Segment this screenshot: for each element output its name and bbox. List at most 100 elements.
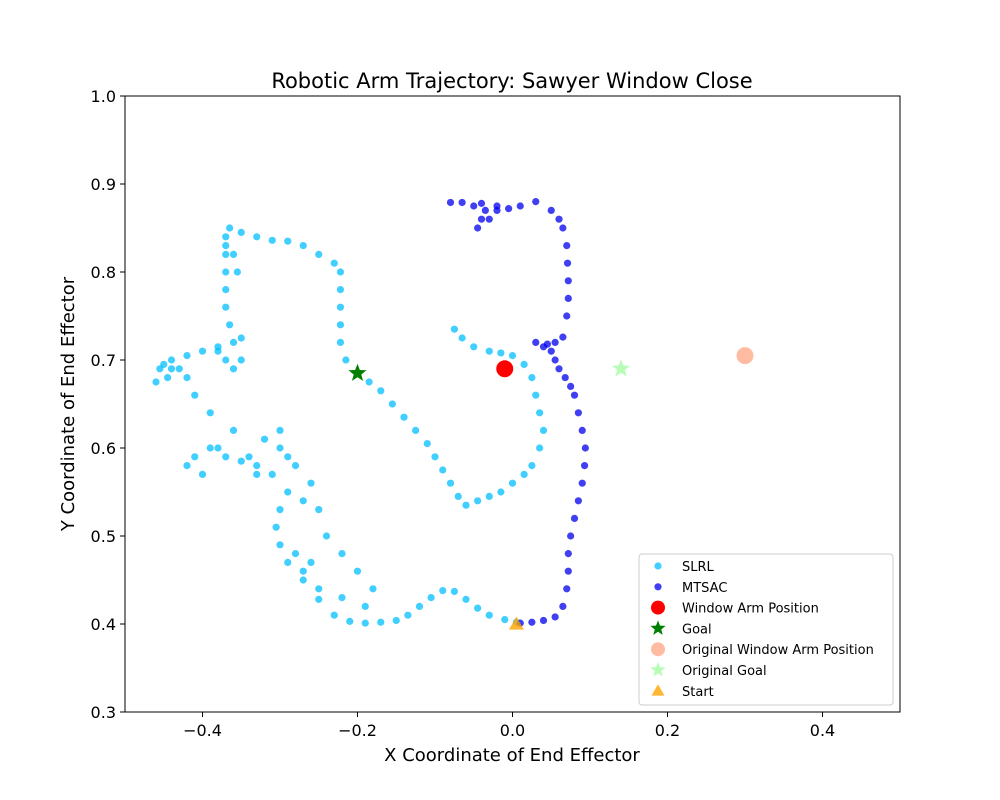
legend-goal-label: Goal	[682, 622, 712, 637]
y-tick-label: 0.7	[91, 351, 116, 370]
slrl-point	[222, 286, 230, 294]
mtsac-point	[551, 613, 559, 621]
slrl-point	[284, 237, 292, 245]
slrl-point	[458, 334, 466, 342]
slrl-point	[229, 426, 238, 434]
mtsac-point	[580, 462, 589, 470]
mtsac-point	[516, 202, 524, 210]
slrl-point	[439, 466, 447, 474]
slrl-point	[272, 523, 280, 531]
start-marker	[508, 616, 524, 630]
slrl-point	[528, 462, 536, 470]
slrl-point	[191, 453, 199, 461]
slrl-point	[191, 391, 199, 399]
slrl-point	[253, 470, 261, 478]
slrl-point	[315, 585, 323, 593]
slrl-point	[338, 550, 346, 558]
y-tick-label: 0.4	[91, 615, 116, 634]
slrl-point	[485, 347, 493, 355]
y-tick-label: 0.9	[91, 175, 116, 194]
legend-slrl-label: SLRL	[682, 560, 715, 575]
slrl-point	[175, 365, 183, 373]
slrl-point	[299, 242, 307, 250]
slrl-point	[336, 321, 345, 329]
slrl-point	[222, 242, 230, 250]
slrl-point	[167, 356, 176, 364]
slrl-point	[233, 268, 241, 276]
slrl-point	[462, 595, 470, 603]
slrl-point	[412, 426, 420, 434]
slrl-point	[485, 611, 493, 619]
mtsac-point	[578, 479, 586, 487]
slrl-point	[404, 611, 412, 619]
slrl-point	[388, 400, 396, 408]
y-tick-label: 0.3	[91, 703, 116, 722]
legend-start-label: Start	[682, 685, 714, 700]
mtsac-point	[551, 356, 559, 364]
slrl-point	[229, 250, 238, 258]
mtsac-point	[532, 338, 540, 346]
slrl-point	[315, 250, 323, 258]
slrl-point	[361, 619, 369, 627]
mtsac-point	[477, 199, 486, 207]
legend-slrl-swatch	[654, 562, 662, 570]
mtsac-point	[547, 347, 555, 355]
mtsac-point	[564, 277, 572, 285]
x-tick-label: −0.2	[338, 721, 377, 740]
slrl-point	[392, 616, 400, 625]
slrl-point	[156, 365, 164, 373]
slrl-point	[299, 497, 307, 505]
mtsac-point	[570, 514, 579, 523]
slrl-point	[338, 594, 346, 602]
y-tick-label: 0.5	[91, 527, 116, 546]
mtsac-point	[564, 294, 572, 302]
slrl-point	[183, 462, 191, 470]
legend-window-arm-position-swatch	[651, 600, 665, 615]
slrl-point	[226, 321, 234, 329]
slrl-point	[167, 365, 176, 373]
mtsac-point	[563, 259, 572, 267]
x-axis-label: X Coordinate of End Effector	[384, 745, 640, 766]
mtsac-point	[578, 426, 586, 434]
slrl-point	[315, 506, 323, 514]
mtsac-point	[532, 198, 540, 206]
mtsac-point	[505, 205, 513, 213]
mtsac-point	[493, 202, 501, 210]
slrl-point	[299, 567, 307, 575]
slrl-point	[226, 224, 234, 232]
slrl-point	[528, 374, 536, 382]
slrl-point	[276, 426, 284, 434]
slrl-point	[198, 347, 207, 355]
mtsac-point	[543, 340, 551, 348]
slrl-point	[245, 453, 253, 461]
slrl-point	[330, 259, 338, 267]
slrl-point	[222, 268, 230, 276]
slrl-point	[183, 352, 191, 360]
x-tick-label: 0.2	[655, 721, 680, 740]
goal-marker	[348, 363, 367, 381]
slrl-point	[222, 233, 230, 241]
slrl-point	[336, 286, 345, 294]
mtsac-point	[470, 202, 478, 210]
slrl-point	[536, 409, 544, 417]
slrl-point	[253, 233, 261, 241]
slrl-point	[536, 444, 544, 452]
mtsac-point	[561, 374, 569, 382]
slrl-point	[520, 360, 528, 368]
mtsac-point	[559, 602, 567, 611]
mtsac-point	[559, 333, 567, 341]
slrl-point	[501, 616, 509, 624]
slrl-point	[377, 387, 385, 395]
slrl-point	[532, 391, 540, 399]
slrl-point	[336, 338, 345, 346]
slrl-point	[268, 236, 276, 244]
slrl-point	[276, 506, 284, 514]
legend: SLRL MTSAC Window Arm Position Goal Original…	[638, 553, 894, 706]
slrl-point	[307, 479, 315, 487]
mtsac-point	[563, 312, 571, 320]
slrl-point	[268, 470, 276, 478]
legend-start-swatch	[651, 684, 665, 696]
slrl-point	[450, 325, 458, 333]
slrl-point	[214, 444, 222, 452]
slrl-point	[470, 343, 478, 351]
